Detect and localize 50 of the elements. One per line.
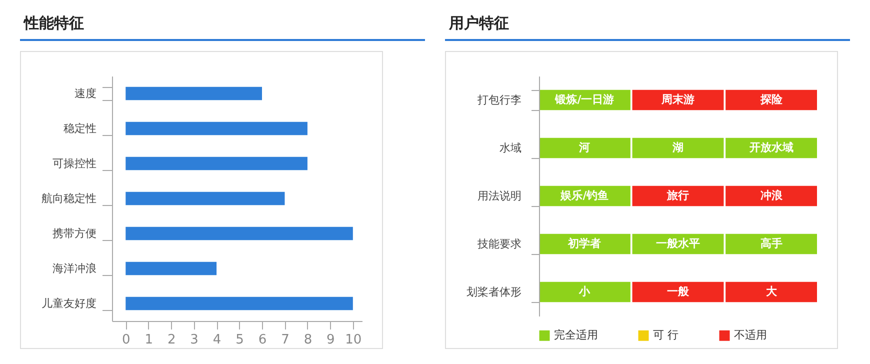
bar bbox=[126, 86, 262, 100]
text: 大 bbox=[766, 285, 777, 298]
bar bbox=[126, 192, 285, 206]
category-label: 技能要求 bbox=[478, 238, 522, 250]
text: 一般水平 bbox=[656, 237, 700, 250]
bar bbox=[126, 156, 308, 170]
text: 用户特征 bbox=[445, 14, 850, 41]
y-tick-label: 儿童友好度 bbox=[42, 297, 96, 310]
text: 初学者 bbox=[568, 237, 602, 250]
chart-title: 性能特征 bbox=[20, 14, 425, 41]
text: 周末游 bbox=[662, 93, 694, 106]
y-tick-label: 海洋冲浪 bbox=[52, 262, 96, 275]
legend-label: 不适用 bbox=[734, 328, 767, 342]
x-tick-label: 9 bbox=[326, 332, 335, 348]
legend-label: 可 行 bbox=[653, 328, 678, 342]
legend-label: 完全适用 bbox=[554, 328, 598, 342]
x-tick-label: 7 bbox=[281, 332, 290, 348]
text: 娱乐/钓鱼 bbox=[560, 189, 609, 202]
text: 一般 bbox=[667, 285, 689, 298]
category-label: 划桨者体形 bbox=[466, 286, 522, 298]
text: 开放水域 bbox=[749, 141, 794, 154]
x-tick-label: 5 bbox=[236, 332, 244, 348]
category-label: 用法说明 bbox=[478, 190, 522, 202]
x-tick-label: 2 bbox=[167, 332, 176, 348]
y-tick-label: 稳定性 bbox=[64, 122, 96, 135]
category-label: 打包行李 bbox=[478, 94, 522, 106]
y-tick-label: 携带方便 bbox=[52, 227, 96, 240]
text: 旅行 bbox=[667, 189, 689, 202]
x-tick-label: 4 bbox=[212, 332, 222, 348]
bar bbox=[126, 296, 353, 310]
x-tick-label: 3 bbox=[190, 332, 198, 348]
x-tick-label: 0 bbox=[122, 332, 130, 348]
text: 河 bbox=[579, 141, 590, 154]
text: 锻炼/一日游 bbox=[555, 93, 614, 106]
y-tick-label: 航向稳定性 bbox=[42, 192, 96, 205]
x-tick-label: 10 bbox=[345, 332, 362, 348]
text: 高手 bbox=[760, 237, 782, 250]
bar bbox=[126, 262, 217, 276]
text: 小 bbox=[579, 285, 590, 298]
x-tick-label: 8 bbox=[304, 332, 312, 348]
y-tick-label: 速度 bbox=[74, 87, 96, 100]
y-tick-label: 可操控性 bbox=[52, 157, 96, 170]
text: 湖 bbox=[672, 141, 684, 154]
category-label: 水域 bbox=[500, 142, 522, 154]
text: 探险 bbox=[760, 93, 782, 106]
text: 冲浪 bbox=[760, 189, 782, 202]
x-tick-label: 6 bbox=[258, 332, 267, 348]
x-tick-label: 1 bbox=[144, 332, 154, 348]
bar bbox=[126, 122, 308, 136]
bar bbox=[126, 226, 353, 240]
